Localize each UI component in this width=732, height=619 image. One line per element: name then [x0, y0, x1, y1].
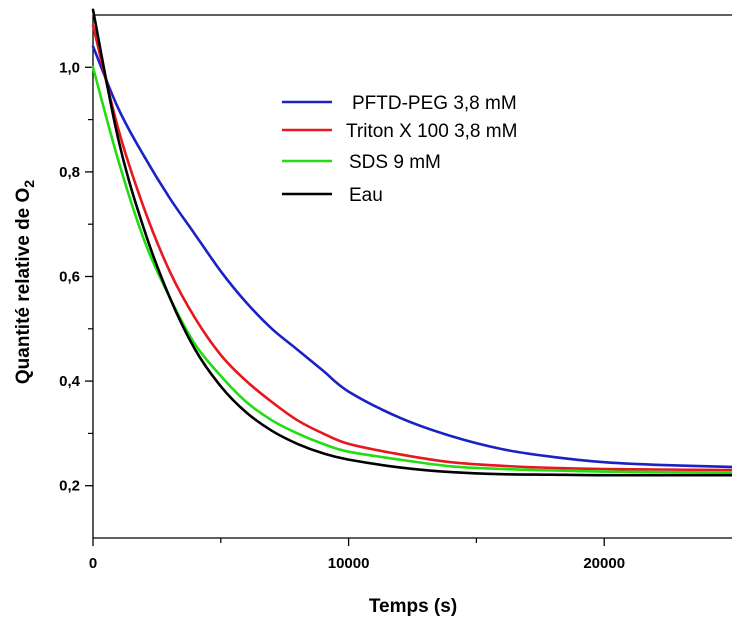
- y-tick-label: 0,8: [59, 164, 80, 181]
- y-tick-label: 0,2: [59, 478, 80, 495]
- series-line-1: [91, 24, 732, 472]
- legend-label-2: SDS 9 mM: [349, 152, 441, 173]
- x-tick-label: 10000: [328, 555, 370, 572]
- y-axis-title-main: Quantité relative de O: [13, 188, 34, 384]
- legend-label-1: Triton X 100 3,8 mM: [346, 121, 517, 142]
- series-line-0: [91, 45, 732, 469]
- y-tick-label: 1,0: [59, 59, 80, 76]
- series-line-3: [91, 8, 732, 477]
- x-tick-label: 0: [89, 555, 97, 572]
- legend: PFTD-PEG 3,8 mM Triton X 100 3,8 mM SDS 9 …: [282, 93, 517, 206]
- y-axis-title-subscript: 2: [21, 180, 37, 188]
- plot-lines: [91, 8, 732, 477]
- x-tick-label: 20000: [583, 555, 625, 572]
- legend-label-3: Eau: [349, 185, 383, 206]
- y-tick-label: 0,4: [59, 373, 81, 390]
- x-axis-title: Temps (s): [369, 596, 457, 617]
- y-axis-title: Quantité relative de O2: [13, 180, 37, 384]
- y-tick-label: 0,6: [59, 269, 80, 286]
- legend-label-0: PFTD-PEG 3,8 mM: [352, 93, 517, 114]
- ticks: 0 10000 20000 0,2 0,4 0,6 0,8 1,0: [59, 59, 625, 572]
- series-line-2: [91, 66, 732, 474]
